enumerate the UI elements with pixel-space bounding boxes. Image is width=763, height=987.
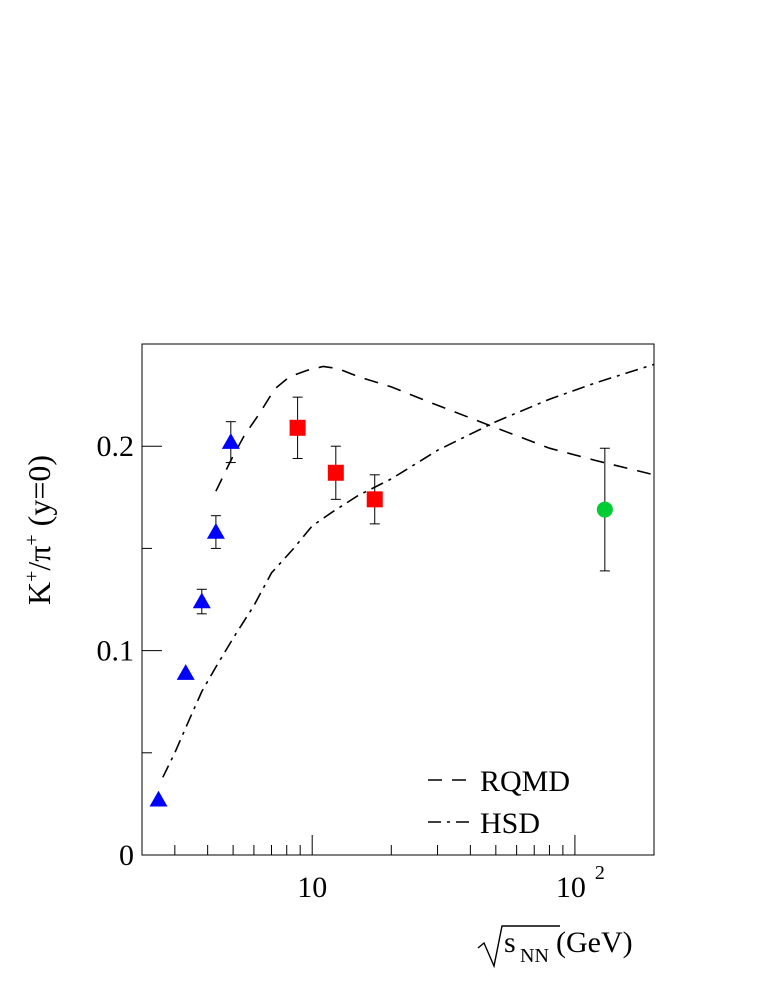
square-marker	[327, 464, 344, 481]
x-axis-title-subscript: NN	[520, 945, 549, 967]
triangle-marker	[192, 592, 211, 609]
plot-frame-rect	[141, 343, 655, 856]
y-axis-title: K+/π+ (y=0)	[21, 455, 57, 605]
curve-hsd	[162, 363, 655, 778]
triangle-marker	[176, 664, 195, 680]
square-marker	[366, 491, 383, 508]
x-axis-title-unit: (GeV)	[556, 926, 633, 959]
x-axis-title-base: s	[504, 926, 516, 959]
legend: RQMD HSD	[428, 765, 570, 840]
model-curves	[162, 363, 655, 778]
x-tick-label: 10	[556, 871, 586, 904]
x-tick-exponent: 2	[595, 862, 605, 884]
circle-marker	[596, 501, 613, 518]
legend-label-hsd: HSD	[480, 807, 540, 840]
curve-rqmd	[215, 365, 655, 492]
triangle-marker	[149, 790, 168, 807]
data-markers	[149, 396, 613, 807]
triangle-marker	[221, 433, 240, 449]
plot-frame	[141, 343, 655, 856]
sqrt-sign-icon	[477, 925, 560, 969]
triangle-marker	[206, 523, 225, 539]
y-tick-label: 0.2	[97, 430, 135, 463]
x-tick-label: 10	[297, 871, 327, 904]
square-marker	[289, 419, 306, 436]
y-tick-label: 0	[119, 839, 134, 872]
legend-label-rqmd: RQMD	[480, 765, 570, 798]
y-tick-label: 0.1	[97, 635, 135, 668]
axes: 0 0.1 0.2 10 10 2 s NN (GeV) K+/π+ (y=0)	[21, 343, 655, 969]
